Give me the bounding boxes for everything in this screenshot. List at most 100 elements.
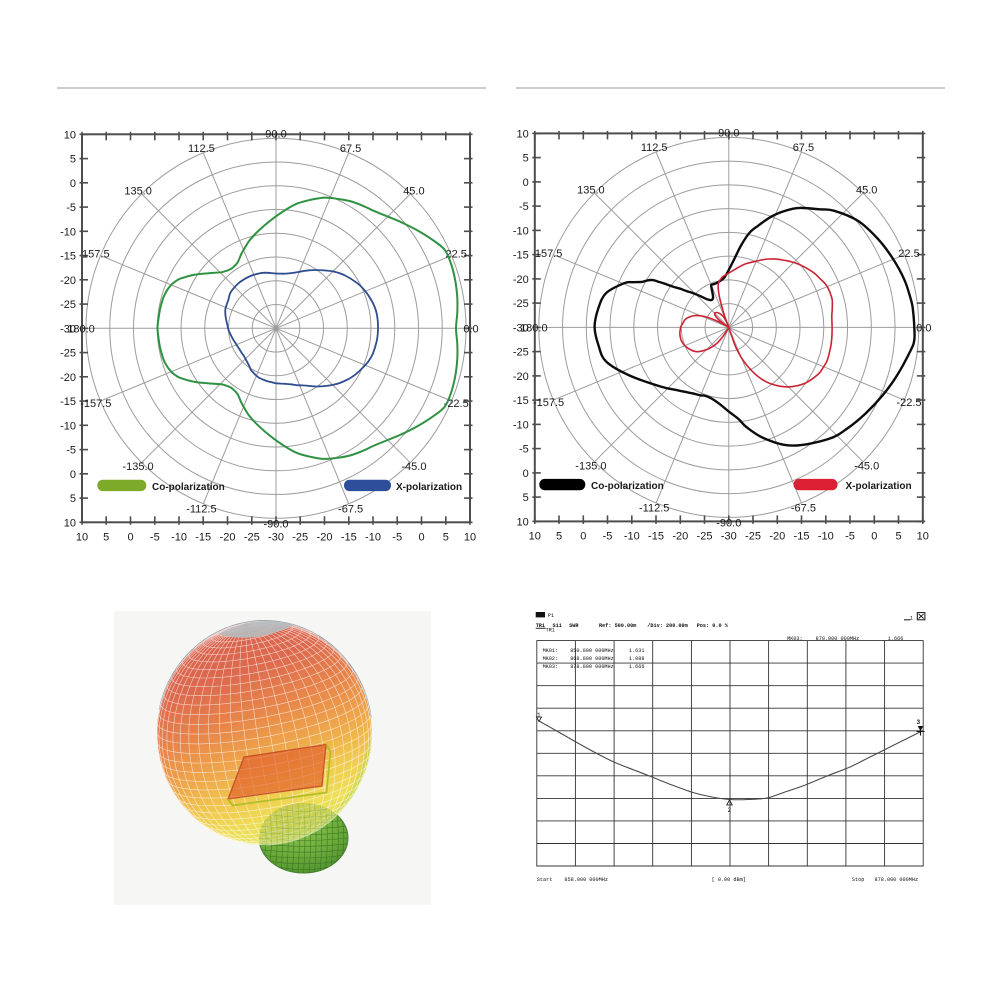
svg-text:-5: -5 — [392, 531, 402, 543]
svg-text:10: 10 — [517, 128, 529, 140]
svg-text:5: 5 — [443, 531, 449, 543]
svg-text:5: 5 — [70, 154, 76, 166]
svg-text:MK03:: MK03: — [543, 664, 559, 670]
svg-text:-67.5: -67.5 — [791, 503, 816, 515]
svg-text:-112.5: -112.5 — [186, 504, 216, 516]
svg-text:MK02:: MK02: — [543, 656, 559, 662]
svg-text:1: 1 — [537, 712, 541, 719]
svg-text:3: 3 — [917, 719, 921, 726]
svg-text:-20: -20 — [769, 530, 785, 542]
svg-text:157.5: 157.5 — [82, 249, 110, 261]
svg-text:-67.5: -67.5 — [338, 504, 363, 516]
svg-text:-10: -10 — [171, 531, 187, 543]
svg-text:10: 10 — [64, 517, 76, 529]
svg-text:0: 0 — [70, 178, 76, 190]
svg-text:-157.5: -157.5 — [80, 398, 111, 410]
svg-text:67.5: 67.5 — [793, 142, 814, 154]
svg-text:TR1: TR1 — [546, 628, 555, 634]
svg-text:Start: Start — [537, 877, 553, 883]
svg-text:-90.0: -90.0 — [716, 517, 741, 529]
svg-text:0: 0 — [523, 468, 529, 480]
svg-text:112.5: 112.5 — [641, 142, 668, 154]
svg-text:0: 0 — [70, 469, 76, 481]
svg-text:135.0: 135.0 — [124, 185, 152, 197]
svg-text:S11: S11 — [553, 623, 562, 629]
svg-text:0: 0 — [418, 531, 424, 543]
svg-text:X-polarization: X-polarization — [396, 482, 462, 493]
svg-text:-5: -5 — [845, 530, 855, 542]
svg-text:850.000 000MHz: 850.000 000MHz — [570, 648, 614, 654]
svg-text:90.0: 90.0 — [265, 128, 286, 140]
svg-text:0: 0 — [523, 177, 529, 189]
svg-text:5: 5 — [556, 530, 562, 542]
svg-text:878.000 000MHz: 878.000 000MHz — [875, 877, 919, 883]
svg-text:X-polarization: X-polarization — [846, 481, 912, 492]
svg-text:10: 10 — [517, 516, 529, 528]
svg-text:-10: -10 — [365, 531, 381, 543]
svg-text:-157.5: -157.5 — [533, 397, 564, 409]
svg-text:-10: -10 — [818, 530, 834, 542]
svg-text:[ 0.00 dBm]: [ 0.00 dBm] — [712, 877, 746, 883]
svg-text:-5: -5 — [603, 530, 613, 542]
svg-text:5: 5 — [895, 530, 901, 542]
svg-text:5: 5 — [70, 493, 76, 505]
svg-text:-15: -15 — [513, 250, 529, 262]
svg-text:-20: -20 — [317, 531, 333, 543]
svg-text:Pos: 0.0 %: Pos: 0.0 % — [697, 623, 729, 629]
svg-text:112.5: 112.5 — [188, 143, 215, 155]
svg-text:-10: -10 — [624, 530, 640, 542]
svg-text:-20: -20 — [513, 371, 529, 383]
svg-text:1.631: 1.631 — [629, 648, 645, 654]
svg-text:0: 0 — [580, 530, 586, 542]
svg-text:858.000 000MHz: 858.000 000MHz — [564, 877, 608, 883]
svg-text:-112.5: -112.5 — [639, 503, 669, 515]
svg-text:2: 2 — [728, 807, 732, 814]
svg-text:P1: P1 — [548, 613, 554, 619]
svg-text:1.666: 1.666 — [888, 636, 904, 642]
svg-text:-22.5: -22.5 — [444, 398, 469, 410]
svg-text:-15: -15 — [648, 530, 664, 542]
svg-text:-5: -5 — [519, 201, 529, 213]
svg-text:-25: -25 — [745, 530, 761, 542]
svg-text:TR1: TR1 — [536, 623, 545, 629]
svg-text:-15: -15 — [794, 530, 810, 542]
svg-text:868.000 000MHz: 868.000 000MHz — [570, 656, 614, 662]
svg-text:-45.0: -45.0 — [401, 461, 426, 473]
svg-text:0: 0 — [871, 530, 877, 542]
svg-text:Ref: 500.00m: Ref: 500.00m — [599, 623, 636, 629]
svg-text:-25: -25 — [513, 298, 529, 310]
svg-text:135.0: 135.0 — [577, 185, 605, 197]
svg-text:-25: -25 — [292, 531, 308, 543]
svg-text:-10: -10 — [513, 225, 529, 237]
svg-text:-5: -5 — [519, 444, 529, 456]
svg-text:-10: -10 — [513, 419, 529, 431]
svg-text:45.0: 45.0 — [403, 185, 424, 197]
svg-text:-25: -25 — [513, 347, 529, 359]
svg-text:-5: -5 — [66, 202, 76, 214]
svg-text:MK01:: MK01: — [543, 648, 559, 654]
svg-text:-25: -25 — [60, 348, 76, 360]
svg-text:-10: -10 — [60, 420, 76, 432]
svg-text:10: 10 — [64, 129, 76, 141]
svg-text:10: 10 — [464, 531, 476, 543]
svg-text:-15: -15 — [60, 251, 76, 263]
svg-text:Co-polarization: Co-polarization — [152, 482, 225, 493]
svg-text:10: 10 — [917, 530, 929, 542]
svg-text:-10: -10 — [60, 226, 76, 238]
svg-text:-30: -30 — [513, 322, 529, 334]
svg-text:-45.0: -45.0 — [854, 460, 879, 472]
svg-text:67.5: 67.5 — [340, 143, 361, 155]
svg-text:-135.0: -135.0 — [122, 461, 153, 473]
svg-text:5: 5 — [523, 492, 529, 504]
svg-text:10: 10 — [76, 531, 88, 543]
svg-text:SWR: SWR — [569, 623, 579, 629]
svg-text:-20: -20 — [513, 274, 529, 286]
svg-text:-15: -15 — [195, 531, 211, 543]
svg-text:870.000 000MHz: 870.000 000MHz — [816, 636, 860, 642]
svg-text:-20: -20 — [672, 530, 688, 542]
svg-text:-20: -20 — [220, 531, 236, 543]
svg-text:-30: -30 — [721, 530, 737, 542]
svg-text:/Div: 200.00m: /Div: 200.00m — [647, 623, 687, 629]
svg-text:-30: -30 — [60, 323, 76, 335]
svg-text:180.0: 180.0 — [520, 322, 548, 334]
